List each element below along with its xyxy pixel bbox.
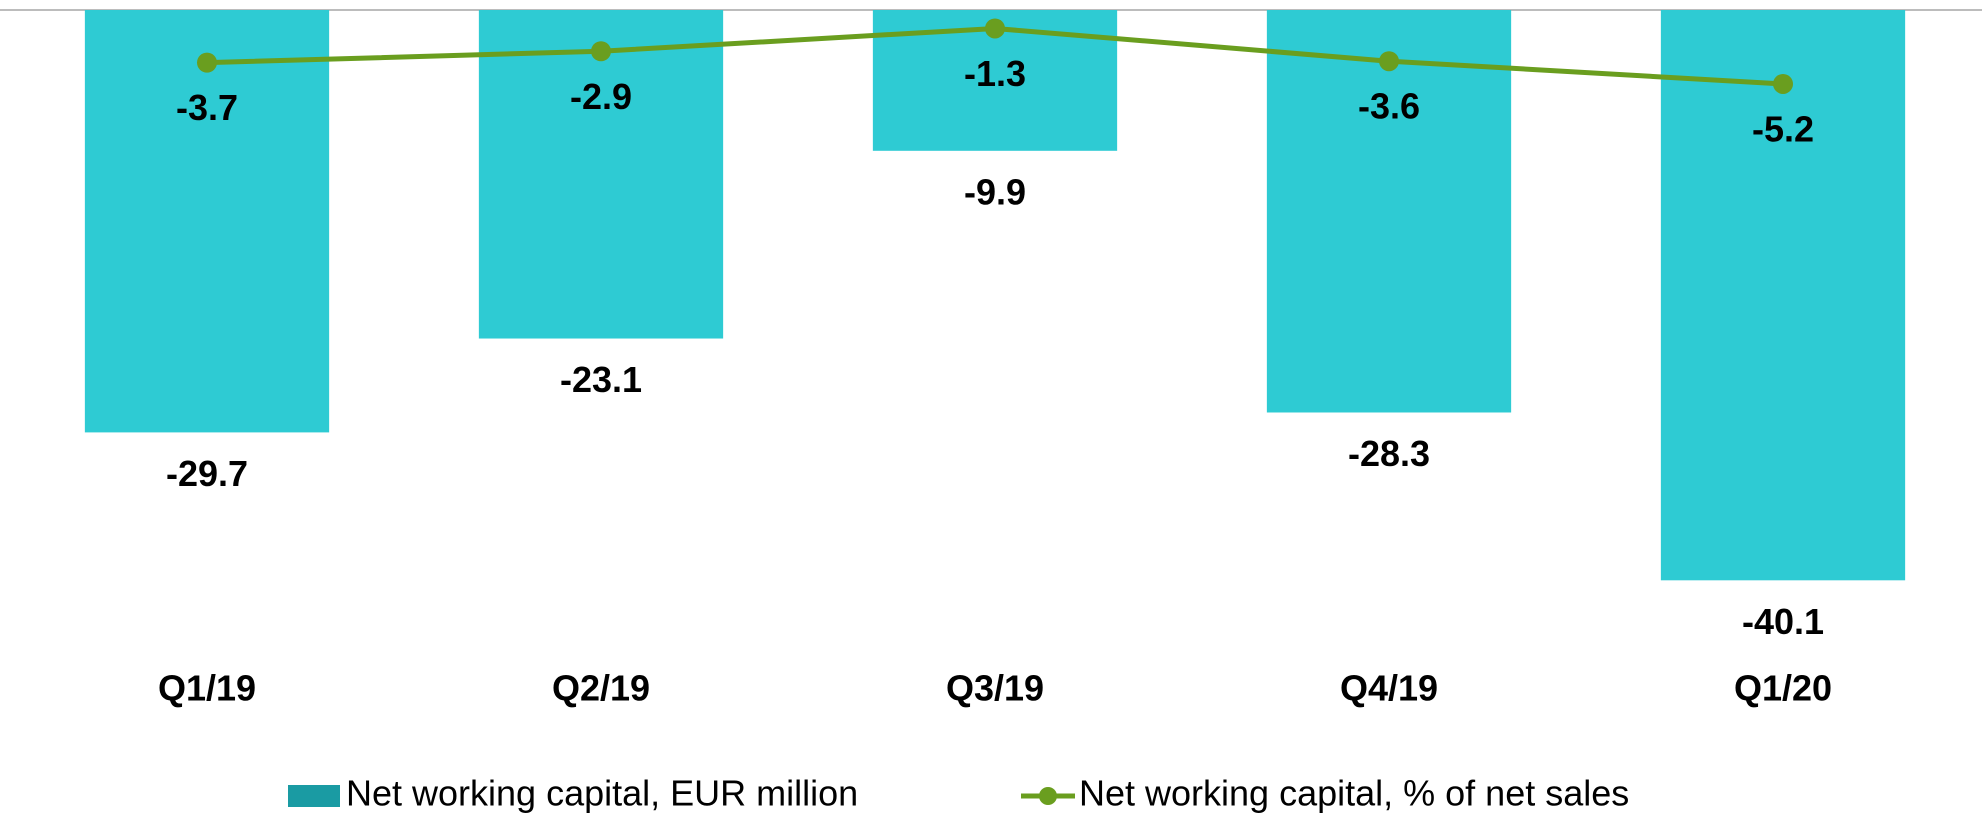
x-tick-label: Q1/19 (158, 668, 256, 709)
line-value-label: -2.9 (570, 76, 632, 117)
x-tick-label: Q4/19 (1340, 668, 1438, 709)
bar (84, 10, 330, 433)
line-marker (1379, 51, 1399, 72)
line-value-label: -3.7 (176, 87, 238, 128)
x-tick-label: Q2/19 (552, 668, 650, 709)
line-marker (1773, 73, 1793, 94)
bar-value-label: -23.1 (560, 359, 642, 400)
x-tick-label: Q1/20 (1734, 668, 1832, 709)
legend-swatch-marker (1039, 787, 1057, 805)
line-value-label: -1.3 (964, 53, 1026, 94)
line-marker (197, 52, 217, 73)
legend-label: Net working capital, % of net sales (1079, 773, 1629, 814)
bar-value-label: -28.3 (1348, 433, 1430, 474)
bar (1266, 10, 1512, 413)
bar (478, 10, 724, 339)
legend-label: Net working capital, EUR million (346, 773, 858, 814)
line-value-label: -5.2 (1752, 108, 1814, 149)
bar (1660, 10, 1906, 581)
bar-value-label: -9.9 (964, 171, 1026, 212)
line-marker (591, 41, 611, 62)
x-tick-label: Q3/19 (946, 668, 1044, 709)
bar-value-label: -29.7 (166, 453, 248, 494)
line-marker (985, 18, 1005, 39)
bar-value-label: -40.1 (1742, 601, 1824, 642)
line-value-label: -3.6 (1358, 86, 1420, 127)
legend-swatch (288, 785, 340, 807)
